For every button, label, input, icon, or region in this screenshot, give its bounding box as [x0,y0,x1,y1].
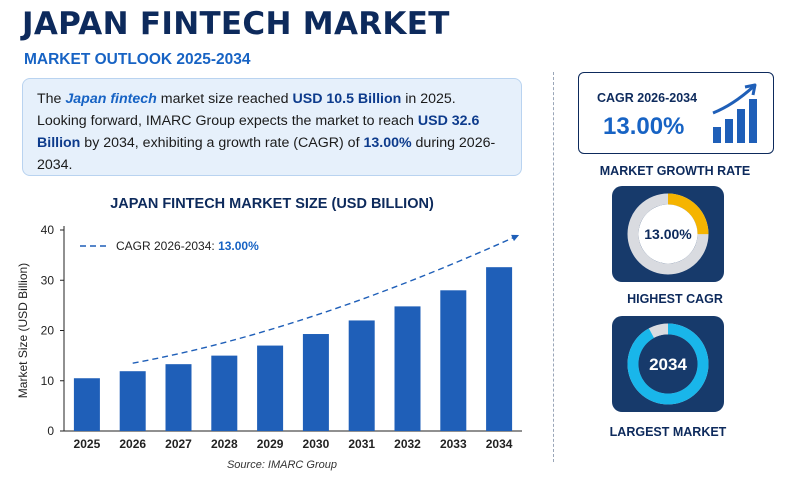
x-tick-label: 2030 [303,437,330,451]
bar-2030 [302,334,329,431]
cagr-card: CAGR 2026-2034 13.00% [578,72,774,154]
y-tick-label: 20 [41,324,55,338]
page-title: JAPAN FINTECH MARKET [22,6,450,42]
largest-market-center [638,334,698,394]
largest-market-arc [627,323,709,405]
summary-market-name: Japan fintech [65,91,157,107]
summary-text-1: The [37,91,66,107]
cagr-trend-arrowhead [511,234,520,242]
bar-2029 [257,345,284,431]
x-tick-label: 2031 [348,437,375,451]
x-tick-label: 2033 [440,437,467,451]
largest-market-card: 2034 [612,316,724,412]
summary-text-4: by 2034, exhibiting a growth rate (CAGR)… [80,135,364,151]
largest-market-value: 2034 [649,355,687,374]
cagr-value: 13.00% [603,113,685,140]
market-growth-rate-label: MARKET GROWTH RATE [599,164,751,178]
bar-2032 [394,306,421,431]
bar-2031 [348,320,375,431]
x-tick-label: 2032 [394,437,421,451]
highest-cagr-center [638,204,698,264]
chart-title: JAPAN FINTECH MARKET SIZE (USD BILLION) [110,196,434,212]
bar-2033 [440,290,467,431]
x-tick-label: 2034 [486,437,513,451]
summary-text-3: in 2025. Looking forward, IMARC Group ex… [37,91,456,129]
highest-cagr-value: 13.00% [644,226,692,242]
growth-bar-chart-icon [712,83,757,143]
y-axis-label: Market Size (USD Billion) [16,263,30,398]
y-tick-label: 40 [41,223,55,237]
summary-value-2025: USD 10.5 Billion [292,91,402,107]
summary-text-5: during 2026-2034. [37,135,496,173]
largest-market-label: LARGEST MARKET [609,425,727,439]
summary-value-2034: USD 32.6 Billion [37,113,480,151]
summary-text-2: market size reached [156,91,293,107]
highest-cagr-card: 13.00% [612,186,724,282]
bar-2027 [165,364,192,431]
bar-2034 [486,267,513,431]
y-tick-label: 0 [47,424,54,438]
highest-cagr-label: HIGHEST CAGR [627,292,723,306]
highest-cagr-donut: 13.00% [627,193,709,275]
x-tick-label: 2028 [211,437,238,451]
bar-2025 [73,378,100,431]
largest-market-donut: 2034 [627,323,709,405]
bar-2028 [211,355,238,431]
x-tick-label: 2029 [257,437,284,451]
bar-2026 [119,371,146,431]
cagr-label: CAGR 2026-2034 [597,91,698,105]
x-tick-label: 2027 [165,437,192,451]
highest-cagr-arc [627,193,709,275]
x-tick-label: 2025 [74,437,101,451]
page-subtitle: MARKET OUTLOOK 2025-2034 [24,51,251,68]
x-tick-label: 2026 [119,437,146,451]
legend-trend-text: CAGR 2026-2034: [116,239,218,253]
summary-box: The Japan fintech market size reached US… [22,78,522,176]
y-tick-label: 30 [41,273,55,287]
divider [553,72,554,462]
legend-trend-label: CAGR 2026-2034: 13.00% [116,239,259,253]
summary-cagr: 13.00% [363,135,412,151]
source-note: Source: IMARC Group [226,459,338,471]
legend-trend-value: 13.00% [218,239,259,253]
y-tick-label: 10 [41,374,55,388]
